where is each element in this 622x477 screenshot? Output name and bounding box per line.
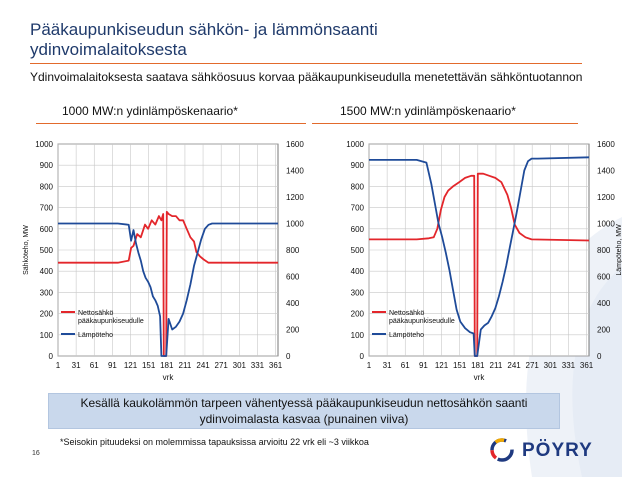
- x-tick-label: 91: [108, 361, 117, 370]
- page-number: 16: [32, 450, 40, 457]
- summary-line-1: Kesällä kaukolämmön tarpeen vähentyessä …: [80, 396, 528, 410]
- series-line-lampoteho: [58, 222, 278, 357]
- chart-1000mw: 0 100 200 300 400 500 600 700 800 900 1000 0 200 400 6…: [23, 140, 304, 382]
- x-tick-label: 31: [72, 361, 81, 370]
- x-tick-label: 121: [124, 361, 138, 370]
- y2-tick-label: 200: [286, 326, 300, 335]
- y-tick-label: 1000: [346, 140, 364, 149]
- legend-label: Nettosähkö: [389, 310, 425, 317]
- y2-tick-label: 1600: [286, 140, 304, 149]
- series-line-lampoteho: [369, 156, 590, 357]
- y2-tick-label: 800: [597, 246, 611, 255]
- y2-tick-label: 600: [286, 273, 300, 282]
- y-tick-label: 300: [351, 288, 365, 297]
- y2-tick-label: 400: [286, 299, 300, 308]
- legend-label: pääkaupunkiseudulle: [389, 318, 455, 325]
- y2-tick-label: 0: [597, 352, 602, 361]
- x-tick-label: 151: [142, 361, 156, 370]
- logo-text: PÖYRY: [522, 440, 593, 461]
- y2-tick-label: 800: [286, 246, 300, 255]
- x-tick-label: 211: [179, 361, 192, 370]
- x-tick-label: 61: [90, 361, 99, 370]
- x-tick-label: 301: [233, 361, 247, 370]
- legend-label: Lämpöteho: [389, 332, 424, 339]
- summary-box: Kesällä kaukolämmön tarpeen vähentyessä …: [48, 393, 560, 429]
- slide-subtitle: Ydinvoimalaitoksesta saatava sähköosuus …: [30, 70, 583, 84]
- chart-rule-2: [312, 123, 578, 124]
- x-tick-label: 241: [196, 361, 210, 370]
- y-tick-label: 600: [40, 225, 54, 234]
- y-tick-label: 900: [351, 161, 365, 170]
- y2-tick-label: 1000: [597, 220, 615, 229]
- y-tick-label: 500: [351, 246, 365, 255]
- legend-label: Lämpöteho: [78, 332, 113, 339]
- poyry-logo-icon: [490, 438, 514, 462]
- y-tick-label: 500: [40, 246, 54, 255]
- chart-title-2: 1500 MW:n ydinlämpöskenaario*: [340, 104, 516, 118]
- slide-title: Pääkaupunkiseudun sähkön- ja lämmönsaant…: [30, 20, 378, 59]
- y-tick-label: 200: [40, 310, 54, 319]
- y-tick-label: 1000: [35, 140, 53, 149]
- legend-label: Nettosähkö: [78, 310, 114, 317]
- y2-tick-label: 1400: [597, 167, 615, 176]
- x-tick-label: 91: [419, 361, 428, 370]
- y-tick-label: 0: [360, 352, 365, 361]
- x-tick-label: 271: [526, 361, 540, 370]
- x-tick-label: 1: [367, 361, 372, 370]
- y-tick-label: 400: [351, 267, 365, 276]
- y-tick-label: 400: [40, 267, 54, 276]
- title-rule: [30, 63, 582, 64]
- y-tick-label: 300: [40, 288, 54, 297]
- x-tick-label: 181: [160, 361, 174, 370]
- x-tick-label: 61: [401, 361, 410, 370]
- y2-tick-label: 600: [597, 273, 611, 282]
- x-axis-label: vrk: [474, 373, 486, 382]
- y2-tick-label: 1000: [286, 220, 304, 229]
- legend-label: pääkaupunkiseudulle: [78, 318, 144, 325]
- y2-tick-label: 1200: [597, 193, 615, 202]
- chart-1500mw: 0 100 200 300 400 500 600 700 800 900 1000 0 200 400 6…: [346, 140, 622, 382]
- chart-rule-1: [36, 123, 306, 124]
- y-tick-label: 800: [40, 182, 54, 191]
- y-tick-label: 600: [351, 225, 365, 234]
- y-tick-label: 900: [40, 161, 54, 170]
- x-tick-label: 31: [383, 361, 392, 370]
- y2-tick-label: 1600: [597, 140, 615, 149]
- x-tick-label: 331: [251, 361, 265, 370]
- x-tick-label: 241: [507, 361, 521, 370]
- y2-tick-label: 200: [597, 326, 611, 335]
- chart-title-1: 1000 MW:n ydinlämpöskenaario*: [62, 104, 238, 118]
- y-tick-label: 100: [351, 331, 365, 340]
- summary-line-2: ydinvoimalasta kasvaa (punainen viiva): [199, 412, 409, 426]
- x-tick-label: 301: [544, 361, 558, 370]
- y-tick-label: 0: [49, 352, 54, 361]
- x-tick-label: 271: [215, 361, 229, 370]
- y2-axis-label: Lämpöteho, MW: [616, 224, 622, 276]
- y-tick-label: 800: [351, 182, 365, 191]
- y-tick-label: 100: [40, 331, 54, 340]
- x-axis-label: vrk: [163, 373, 175, 382]
- y2-tick-label: 1200: [286, 193, 304, 202]
- x-tick-label: 331: [562, 361, 576, 370]
- y2-tick-label: 1400: [286, 167, 304, 176]
- y-tick-label: 700: [40, 204, 54, 213]
- y2-tick-label: 400: [597, 299, 611, 308]
- x-tick-label: 1: [56, 361, 61, 370]
- x-tick-label: 361: [269, 361, 283, 370]
- y2-tick-label: 0: [286, 352, 291, 361]
- x-tick-label: 121: [435, 361, 449, 370]
- x-tick-label: 151: [453, 361, 467, 370]
- y-axis-label: Sähköteho, MW: [23, 225, 30, 275]
- x-tick-label: 361: [580, 361, 594, 370]
- footnote: *Seisokin pituudeksi on molemmissa tapau…: [60, 437, 369, 447]
- y-tick-label: 200: [351, 310, 365, 319]
- y-tick-label: 700: [351, 204, 365, 213]
- x-tick-label: 211: [490, 361, 503, 370]
- x-tick-label: 181: [471, 361, 485, 370]
